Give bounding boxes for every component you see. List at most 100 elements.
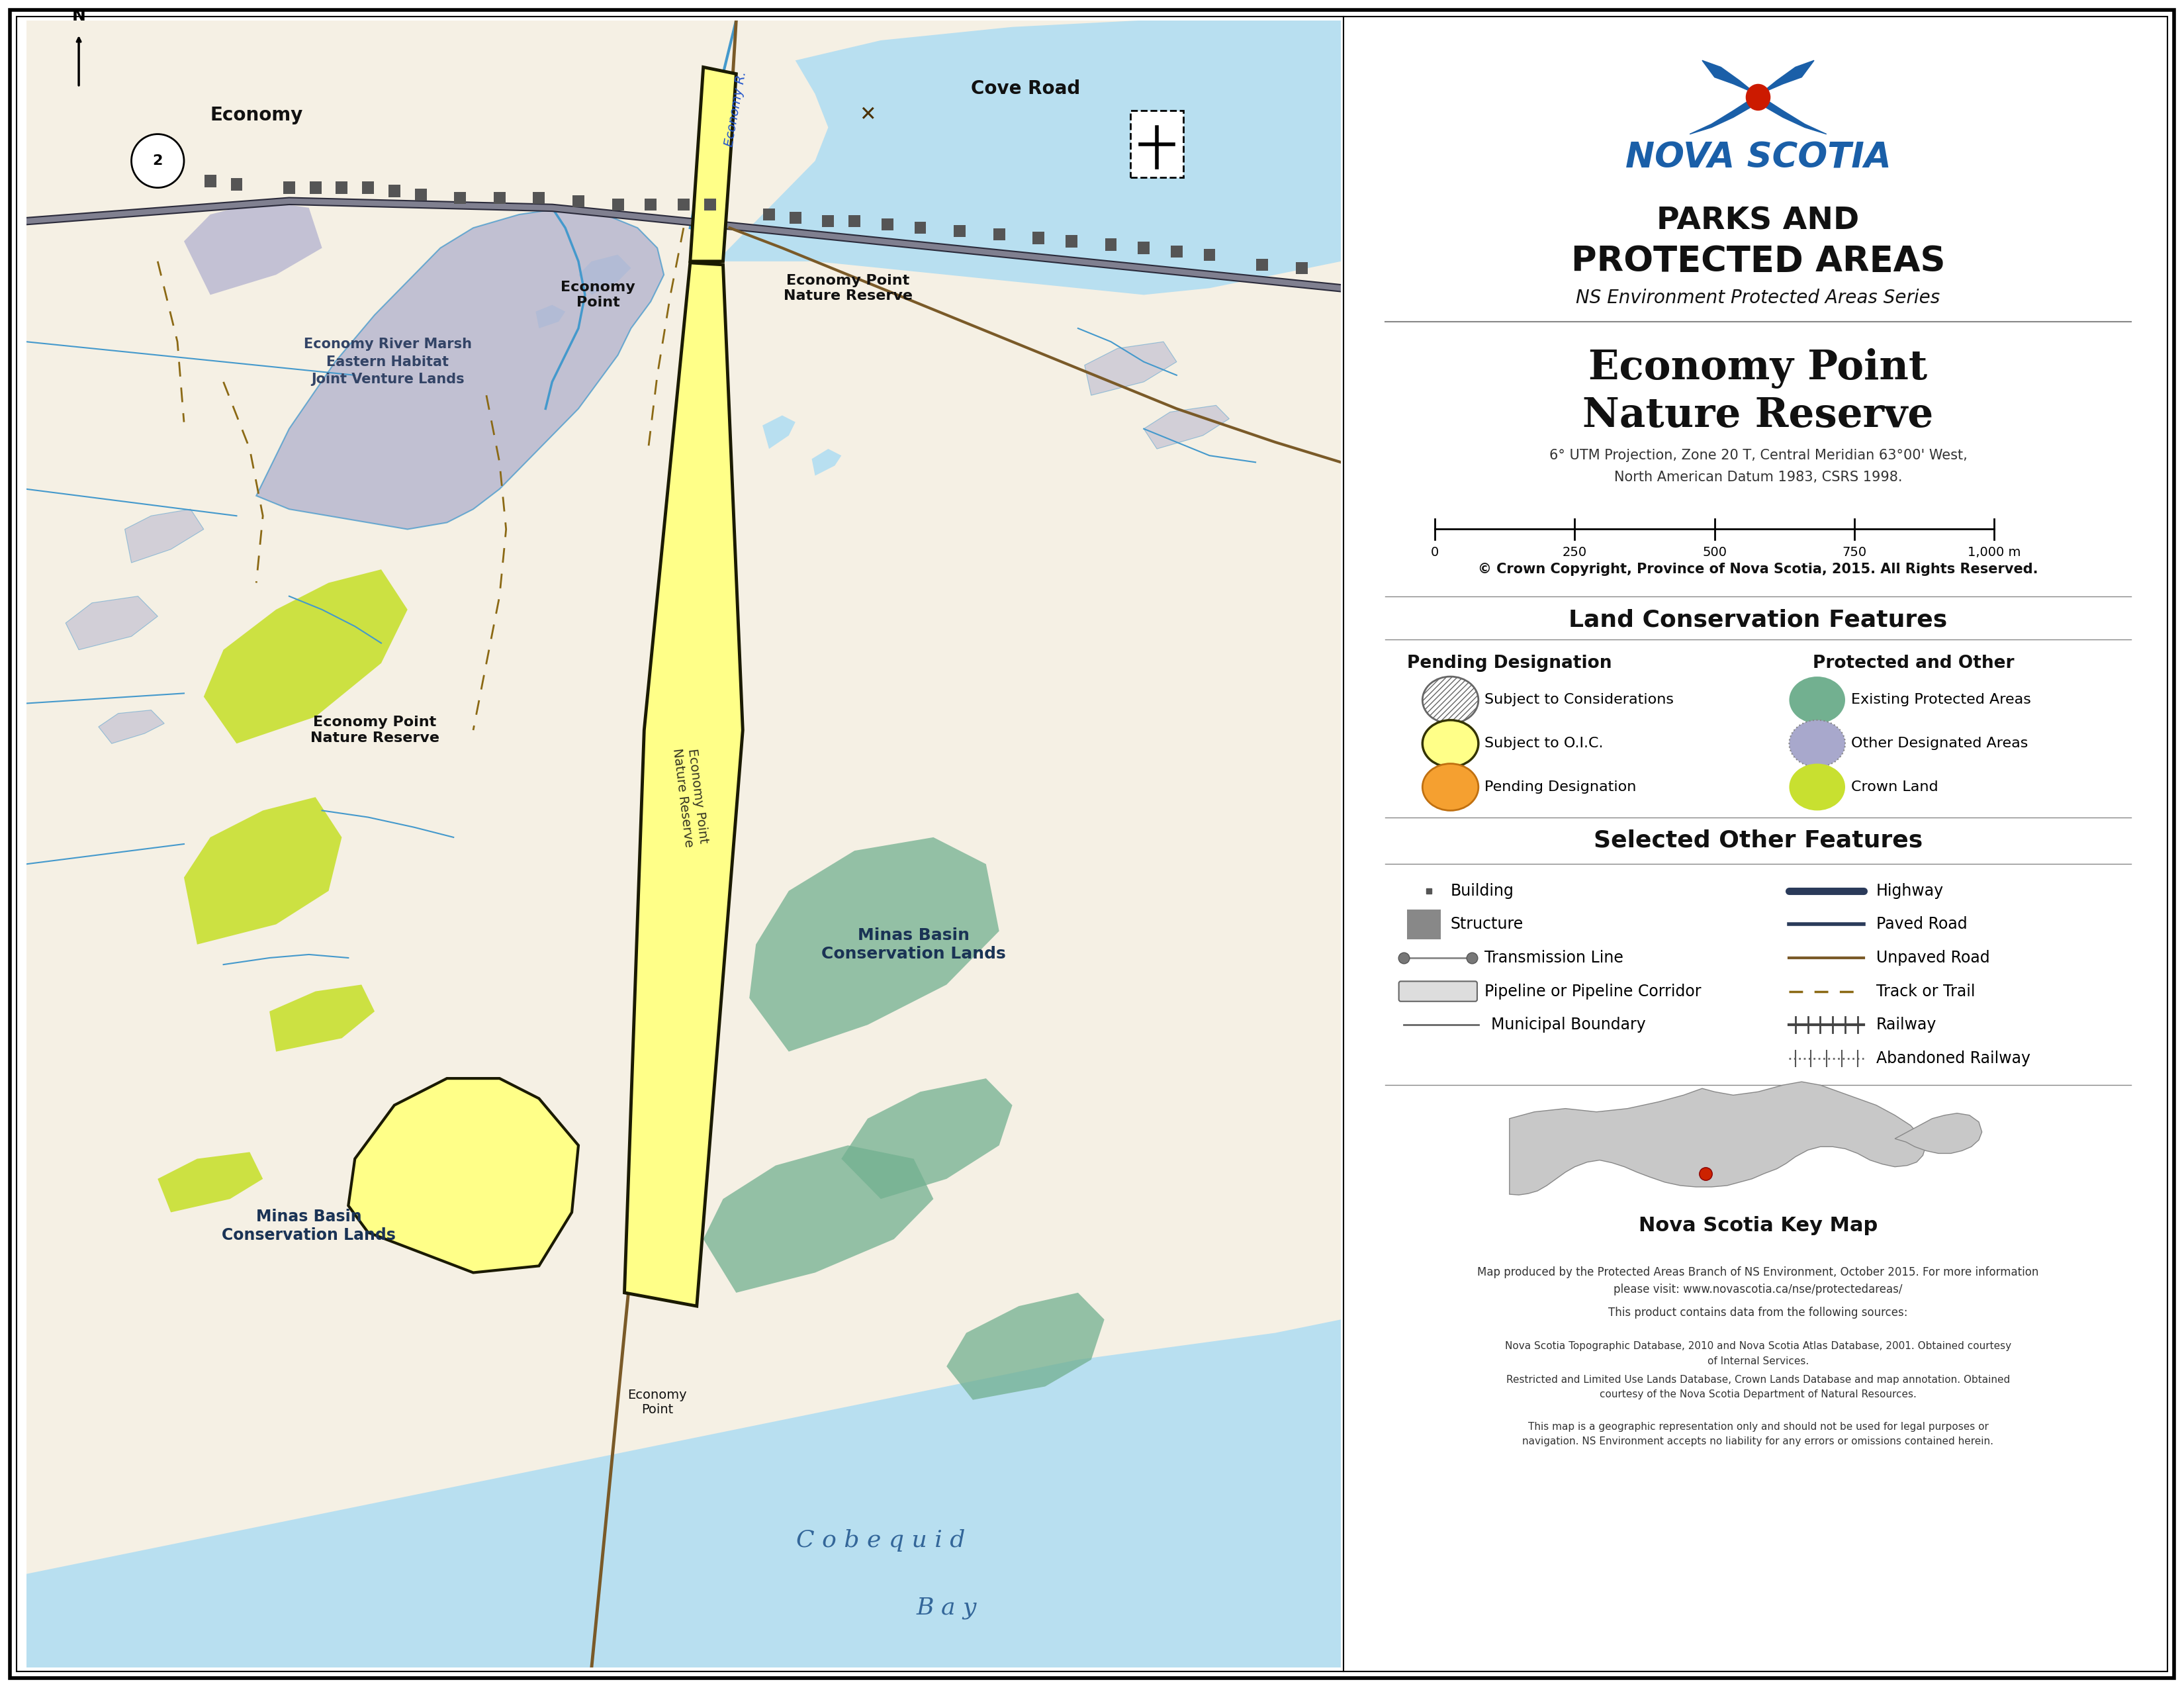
Text: Track or Trail: Track or Trail [1876, 984, 1974, 999]
Circle shape [131, 133, 183, 187]
Text: Restricted and Limited Use Lands Database, Crown Lands Database and map annotati: Restricted and Limited Use Lands Databas… [1507, 1374, 2009, 1384]
Text: PROTECTED AREAS: PROTECTED AREAS [1570, 245, 1946, 279]
Bar [994, 228, 1005, 241]
Polygon shape [66, 596, 157, 650]
Bar [572, 196, 585, 208]
Text: Economy
Point: Economy Point [561, 280, 636, 309]
Bar [762, 208, 775, 221]
Text: Cove Road: Cove Road [970, 79, 1081, 98]
Ellipse shape [1422, 677, 1479, 724]
Text: Other Designated Areas: Other Designated Areas [1852, 738, 2029, 749]
Polygon shape [1690, 98, 1758, 133]
Text: Subject to Considerations: Subject to Considerations [1485, 694, 1673, 707]
Ellipse shape [1789, 763, 1845, 810]
Polygon shape [762, 415, 795, 449]
Text: Crown Land: Crown Land [1852, 780, 1939, 793]
Text: Nature Reserve: Nature Reserve [1583, 395, 1933, 436]
Bar [336, 182, 347, 194]
Text: NS Environment Protected Areas Series: NS Environment Protected Areas Series [1577, 289, 1939, 307]
Polygon shape [256, 208, 664, 530]
Text: Highway: Highway [1876, 883, 1944, 898]
Text: 6° UTM Projection, Zone 20 T, Central Meridian 63°00' West,: 6° UTM Projection, Zone 20 T, Central Me… [1548, 449, 1968, 463]
Bar [415, 189, 426, 201]
Circle shape [1745, 84, 1771, 111]
Text: 0: 0 [1431, 545, 1439, 559]
Text: of Internal Services.: of Internal Services. [1708, 1355, 1808, 1366]
Text: Minas Basin
Conservation Lands: Minas Basin Conservation Lands [223, 1209, 395, 1242]
Text: 250: 250 [1562, 545, 1588, 559]
Bar [644, 199, 657, 211]
Text: This map is a geographic representation only and should not be used for legal pu: This map is a geographic representation … [1529, 1421, 1987, 1431]
Text: 1,000 m: 1,000 m [1968, 545, 2020, 559]
Bar [1203, 248, 1216, 260]
Bar [232, 179, 242, 191]
Text: Existing Protected Areas: Existing Protected Areas [1852, 694, 2031, 707]
Text: Paved Road: Paved Road [1876, 917, 1968, 932]
Bar [533, 192, 544, 204]
Text: N: N [72, 8, 85, 24]
Bar [1256, 258, 1269, 270]
Text: Subject to O.I.C.: Subject to O.I.C. [1485, 738, 1603, 749]
Bar [1295, 262, 1308, 273]
Polygon shape [841, 1079, 1011, 1198]
Polygon shape [690, 68, 736, 262]
Bar [494, 192, 505, 204]
Text: Building: Building [1450, 883, 1514, 898]
Polygon shape [703, 1146, 933, 1293]
Polygon shape [183, 797, 341, 945]
Text: Economy
Point: Economy Point [627, 1389, 688, 1416]
Polygon shape [1144, 405, 1230, 449]
Text: Protected and Other: Protected and Other [1813, 655, 2014, 672]
Text: ✕: ✕ [858, 105, 876, 125]
Polygon shape [1509, 1082, 1926, 1195]
FancyBboxPatch shape [1398, 981, 1476, 1001]
Polygon shape [124, 510, 203, 562]
Text: Municipal Boundary: Municipal Boundary [1492, 1016, 1645, 1033]
Bar [1171, 245, 1182, 257]
Text: B a y: B a y [917, 1597, 976, 1619]
Polygon shape [1701, 61, 1758, 98]
Polygon shape [347, 1079, 579, 1273]
Text: Economy Point
Nature Reserve: Economy Point Nature Reserve [310, 716, 439, 744]
Bar [1066, 235, 1077, 246]
Text: Pipeline or Pipeline Corridor: Pipeline or Pipeline Corridor [1485, 984, 1701, 999]
Bar [1406, 910, 1441, 939]
Bar [1131, 111, 1184, 177]
Bar [205, 176, 216, 187]
Polygon shape [535, 306, 566, 329]
Polygon shape [98, 711, 164, 743]
Text: Economy Point
Nature Reserve: Economy Point Nature Reserve [784, 273, 913, 302]
Polygon shape [1758, 98, 1826, 133]
Text: Pending Designation: Pending Designation [1406, 655, 1612, 672]
Polygon shape [579, 255, 631, 295]
Text: NOVA SCOTIA: NOVA SCOTIA [1625, 140, 1891, 176]
Text: Abandoned Railway: Abandoned Railway [1876, 1050, 2031, 1067]
Bar [284, 182, 295, 194]
Bar [850, 214, 860, 228]
Text: Selected Other Features: Selected Other Features [1594, 829, 1922, 852]
Text: Pending Designation: Pending Designation [1485, 780, 1636, 793]
Text: Transmission Line: Transmission Line [1485, 950, 1623, 966]
Polygon shape [1085, 341, 1177, 395]
Polygon shape [203, 569, 408, 743]
Text: Minas Basin
Conservation Lands: Minas Basin Conservation Lands [821, 927, 1007, 962]
Ellipse shape [1789, 721, 1845, 766]
Text: 500: 500 [1701, 545, 1728, 559]
Ellipse shape [1422, 763, 1479, 810]
Polygon shape [269, 984, 376, 1052]
Text: Economy River Marsh
Eastern Habitat
Joint Venture Lands: Economy River Marsh Eastern Habitat Join… [304, 338, 472, 387]
Text: Economy: Economy [210, 106, 304, 125]
Text: C o b e q u i d: C o b e q u i d [797, 1529, 965, 1551]
Text: 2: 2 [153, 154, 164, 167]
Text: Unpaved Road: Unpaved Road [1876, 950, 1990, 966]
Polygon shape [26, 1320, 1341, 1668]
Bar [788, 211, 802, 225]
Bar [915, 221, 926, 235]
Text: Structure: Structure [1450, 917, 1524, 932]
Bar [677, 199, 690, 211]
Polygon shape [183, 201, 321, 295]
Polygon shape [749, 837, 998, 1052]
Polygon shape [716, 20, 1341, 295]
Bar [954, 225, 965, 238]
Text: North American Datum 1983, CSRS 1998.: North American Datum 1983, CSRS 1998. [1614, 471, 1902, 484]
